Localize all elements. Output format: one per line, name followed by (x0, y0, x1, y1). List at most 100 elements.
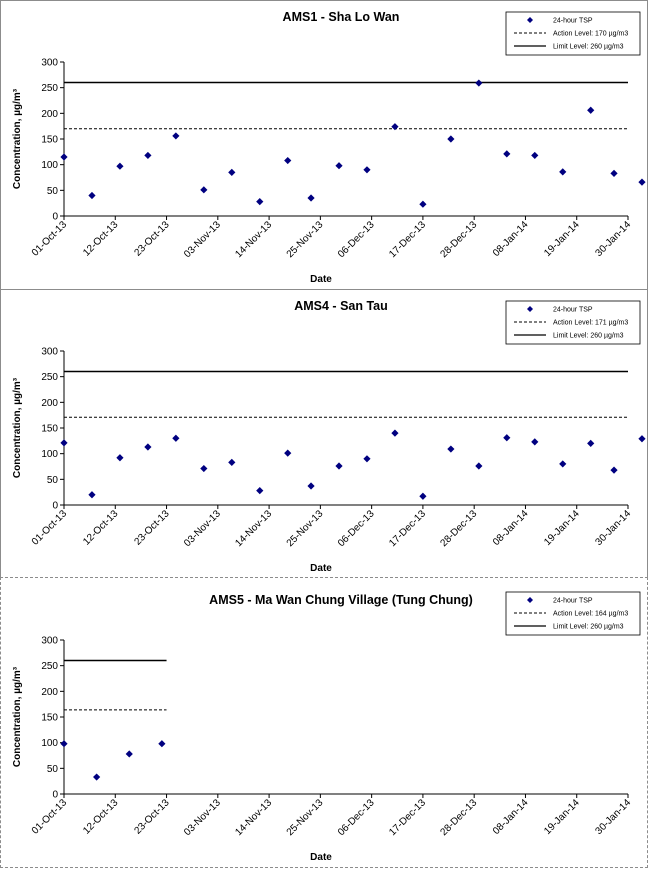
y-tick-label: 200 (41, 687, 58, 698)
y-tick-label: 300 (41, 58, 58, 69)
x-tick-label: 28-Dec-13 (439, 797, 480, 838)
data-point (144, 151, 152, 160)
x-axis-label: Date (310, 852, 332, 863)
x-tick-label: 25-Nov-13 (285, 508, 326, 549)
x-tick-label: 03-Nov-13 (182, 219, 223, 260)
data-point (172, 132, 180, 140)
data-point (419, 492, 427, 500)
x-tick-label: 01-Oct-13 (30, 508, 70, 548)
data-point (447, 135, 455, 143)
data-point (256, 487, 264, 495)
x-tick-label: 03-Nov-13 (182, 797, 223, 838)
data-point (503, 434, 511, 442)
data-point (284, 156, 292, 165)
legend-marker-series (527, 17, 533, 23)
y-tick-label: 250 (41, 372, 58, 383)
data-point (503, 150, 511, 158)
y-tick-label: 0 (52, 212, 58, 223)
legend-label-series: 24-hour TSP (553, 307, 593, 314)
x-axis-label: Date (310, 563, 332, 574)
y-tick-label: 150 (41, 135, 58, 146)
x-tick-label: 17-Dec-13 (387, 797, 428, 838)
data-point (559, 460, 567, 468)
data-point (228, 458, 236, 466)
legend-label-action: Action Level: 171 µg/m3 (553, 320, 628, 327)
y-axis-label: Concentration, µg/m³ (12, 88, 23, 189)
chart-title: AMS4 - San Tau (294, 299, 388, 313)
x-tick-label: 08-Jan-14 (491, 797, 531, 837)
data-point (531, 151, 539, 160)
data-point (475, 462, 483, 470)
legend-marker-series (527, 306, 533, 312)
x-tick-label: 23-Oct-13 (132, 219, 172, 259)
y-tick-label: 50 (47, 764, 59, 775)
legend-label-action: Action Level: 170 µg/m3 (553, 31, 628, 38)
legend-label-limit: Limit Level: 260 µg/m3 (553, 44, 624, 51)
data-point (200, 464, 208, 473)
x-tick-label: 23-Oct-13 (132, 797, 172, 837)
legend-label-limit: Limit Level: 260 µg/m3 (553, 624, 624, 631)
data-point (447, 445, 455, 453)
x-tick-label: 30-Jan-14 (594, 219, 634, 259)
data-point (391, 123, 399, 131)
data-point (638, 178, 646, 186)
data-point (638, 435, 646, 443)
y-tick-label: 50 (47, 475, 59, 486)
x-tick-label: 17-Dec-13 (387, 219, 428, 260)
x-tick-label: 12-Oct-13 (81, 219, 121, 259)
data-point (363, 455, 371, 463)
data-point (200, 186, 208, 194)
x-tick-label: 19-Jan-14 (542, 797, 582, 837)
y-tick-label: 0 (52, 501, 58, 512)
data-point (335, 162, 343, 170)
chart-panel-ams1: AMS1 - Sha Lo Wan 0 50 100 150 200 250 300 01-Oc… (0, 0, 648, 290)
chart-svg: AMS4 - San Tau 0 50 100 150 200 250 300 01-Oct-1… (12, 299, 646, 574)
x-tick-label: 01-Oct-13 (30, 797, 70, 837)
data-point (158, 740, 166, 748)
data-point (228, 168, 236, 176)
x-tick-label: 03-Nov-13 (182, 508, 223, 549)
x-tick-label: 12-Oct-13 (81, 508, 121, 548)
chart-title: AMS5 - Ma Wan Chung Village (Tung Chung) (209, 593, 473, 607)
x-tick-label: 19-Jan-14 (542, 508, 582, 548)
data-point (610, 169, 618, 177)
legend-marker-series (527, 597, 533, 603)
chart-panel-ams5: AMS5 - Ma Wan Chung Village (Tung Chung)… (0, 577, 648, 868)
data-point (610, 466, 618, 474)
x-tick-label: 01-Oct-13 (30, 219, 70, 259)
data-point (363, 166, 371, 174)
data-point (60, 439, 68, 447)
data-point (335, 462, 343, 470)
x-tick-label: 25-Nov-13 (285, 219, 326, 260)
data-point (475, 79, 483, 87)
y-tick-label: 200 (41, 109, 58, 120)
y-tick-label: 100 (41, 738, 58, 749)
x-tick-label: 06-Dec-13 (336, 219, 377, 260)
data-point (88, 491, 96, 499)
x-tick-label: 19-Jan-14 (542, 219, 582, 259)
data-point (391, 429, 399, 437)
x-axis-label: Date (310, 274, 332, 285)
y-tick-label: 200 (41, 398, 58, 409)
data-point (587, 439, 595, 447)
x-tick-label: 17-Dec-13 (387, 508, 428, 549)
data-point (93, 773, 101, 781)
data-point (125, 750, 133, 758)
legend-label-series: 24-hour TSP (553, 18, 593, 25)
y-axis-label: Concentration, µg/m³ (12, 666, 23, 767)
y-tick-label: 250 (41, 661, 58, 672)
data-point (116, 454, 124, 462)
data-point (307, 194, 315, 202)
y-tick-label: 50 (47, 186, 59, 197)
data-point (144, 443, 152, 451)
x-tick-label: 14-Nov-13 (233, 219, 274, 260)
x-tick-label: 14-Nov-13 (233, 797, 274, 838)
data-point (284, 449, 292, 457)
y-tick-label: 300 (41, 636, 58, 647)
data-point (88, 191, 96, 200)
data-point (116, 162, 124, 170)
data-point (307, 482, 315, 490)
y-tick-label: 0 (52, 790, 58, 801)
data-point (531, 438, 539, 446)
x-tick-label: 28-Dec-13 (439, 508, 480, 549)
